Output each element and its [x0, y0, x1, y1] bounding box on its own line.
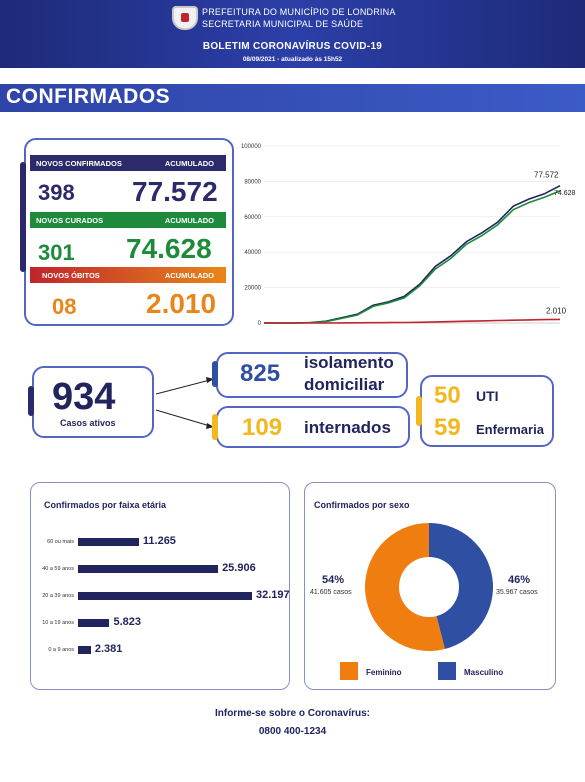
section-title: CONFIRMADOS [6, 85, 171, 108]
series-line-2 [264, 318, 561, 324]
age-bar [78, 538, 139, 546]
age-bar [78, 565, 219, 573]
isolation-accent [212, 361, 218, 387]
age-bar-value: 5.823 [113, 616, 142, 628]
confirmed-total: 77.572 [132, 176, 218, 207]
isolation-box [216, 352, 408, 398]
series-line-1 [264, 190, 561, 324]
cured-total: 74.628 [126, 233, 212, 264]
end-value-label: 77.572 [534, 171, 559, 180]
male-slice [429, 523, 494, 649]
active-accent [28, 386, 34, 416]
age-row-label: 0 a 9 anos [48, 647, 74, 653]
hospital-accent [212, 414, 218, 440]
age-bar-value: 25.906 [222, 562, 256, 574]
age-row-label: 20 a 39 anos [42, 593, 74, 599]
deaths-acc-label: ACUMULADO [164, 271, 214, 280]
hospital-detail-accent [416, 396, 422, 426]
age-row-label: 60 ou mais [47, 539, 74, 545]
deaths-label-bar: NOVOS ÓBITOS ACUMULADO [30, 267, 226, 283]
active-cases-box [32, 366, 154, 438]
y-tick-label: 80000 [244, 179, 261, 185]
header-line2: SECRETARIA MUNICIPAL DE SAÚDE [202, 19, 364, 29]
sex-title: Confirmados por sexo [314, 500, 410, 510]
hospital-value: 109 [242, 414, 283, 441]
age-bar-value: 11.265 [142, 535, 176, 547]
age-bar-value: 32.197 [256, 589, 290, 601]
age-panel [30, 482, 290, 690]
header-banner [0, 0, 585, 68]
y-tick-label: 0 [258, 321, 262, 327]
age-row-label: 10 a 19 anos [42, 620, 74, 626]
female-pct: 54% [322, 574, 345, 586]
isolation-label2: domiciliar [304, 375, 385, 394]
hospital-label: internados [304, 418, 391, 437]
active-label: Casos ativos [60, 418, 116, 428]
city-crest-icon [172, 6, 198, 30]
end-value-label: 2.010 [546, 306, 567, 315]
hospital-detail-box [420, 375, 554, 447]
deaths-new: 08 [52, 294, 77, 319]
deaths-label: NOVOS ÓBITOS [42, 271, 100, 280]
cured-new: 301 [38, 240, 75, 265]
y-tick-label: 60000 [244, 215, 261, 221]
confirmed-new: 398 [38, 180, 75, 205]
age-bar-value: 2.381 [94, 643, 123, 655]
active-value: 934 [52, 376, 116, 418]
arrows [155, 377, 214, 429]
panel-accent [20, 162, 26, 272]
deaths-total: 2.010 [146, 288, 217, 319]
sex-donut-chart [365, 523, 494, 651]
series-line-0 [264, 184, 561, 324]
uti-value: 50 [434, 382, 461, 409]
footer-phone[interactable]: 0800 400-1234 [258, 726, 327, 737]
female-cases: 41.605 casos [310, 589, 352, 596]
male-legend-swatch [438, 662, 456, 680]
male-pct: 46% [508, 574, 531, 586]
y-tick-label: 40000 [244, 250, 261, 256]
section-bar [0, 84, 585, 112]
age-row-label: 40 a 59 anos [42, 566, 74, 572]
isolation-label1: isolamento [304, 353, 394, 372]
cured-acc-label: ACUMULADO [164, 216, 214, 225]
age-bar [78, 592, 252, 600]
cured-label: NOVOS CURADOS [36, 216, 104, 225]
female-legend-label: Feminino [366, 668, 402, 677]
confirmed-label: NOVOS CONFIRMADOS [36, 159, 122, 168]
isolation-value: 825 [240, 360, 281, 387]
age-bar [78, 646, 91, 654]
age-title: Confirmados por faixa etária [44, 500, 167, 510]
confirmed-label-bar: NOVOS CONFIRMADOS ACUMULADO [30, 155, 226, 171]
age-bar [78, 619, 110, 627]
male-cases: 35.967 casos [496, 589, 538, 596]
female-legend-swatch [340, 662, 358, 680]
hospital-box [216, 406, 410, 448]
header-line1: PREFEITURA DO MUNICÍPIO DE LONDRINA [202, 7, 396, 17]
end-value-label: 74.628 [554, 190, 576, 197]
y-tick-label: 100000 [241, 144, 262, 150]
uti-label: UTI [476, 388, 499, 404]
bulletin-title: BOLETIM CORONAVÍRUS COVID-19 [202, 41, 383, 52]
cumulative-line-chart: 100000 80000 60000 40000 20000 0 77.572 74.628… [241, 144, 576, 327]
y-tick-label: 20000 [244, 286, 261, 292]
ward-value: 59 [434, 414, 461, 441]
bulletin-date: 08/09/2021 - atualizado às 15h52 [242, 56, 343, 63]
confirmed-acc-label: ACUMULADO [164, 159, 214, 168]
male-legend-label: Masculino [464, 668, 504, 677]
footer-info: Informe-se sobre o Coronavírus: [214, 708, 371, 719]
cured-label-bar: NOVOS CURADOS ACUMULADO [30, 212, 226, 228]
ward-label: Enfermaria [476, 422, 544, 437]
